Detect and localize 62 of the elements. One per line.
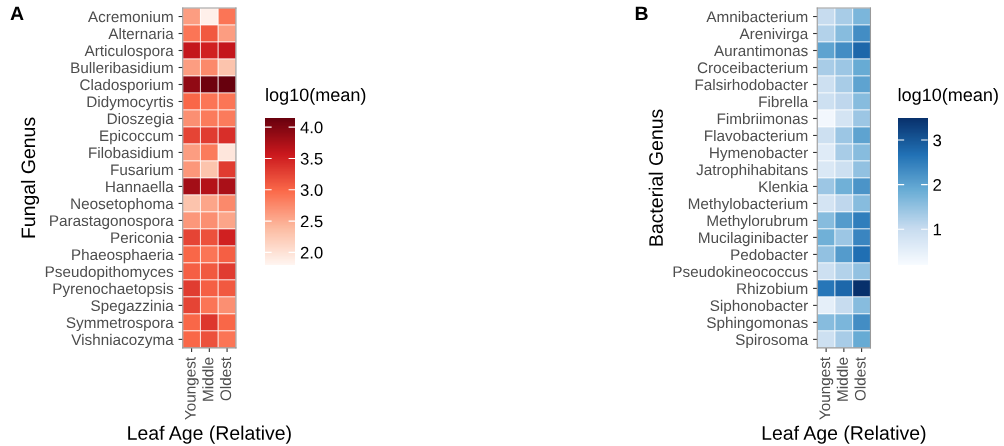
y-tick-label: Jatrophihabitans: [696, 163, 808, 179]
y-tick-label: Spirosoma: [735, 333, 809, 349]
y-tick-label: Acremonium: [87, 10, 173, 23]
color-bar-label: 1: [933, 223, 942, 236]
x-axis-title: Leaf Age (Relative): [762, 425, 926, 444]
color-bar-title: log10(mean): [898, 87, 998, 105]
color-bar-label: 3.5: [300, 152, 323, 165]
y-tick-label: Pyrenochaetopsis: [53, 282, 174, 298]
y-tick-label: Neosetophoma: [71, 197, 174, 213]
x-tick-label: Middle: [202, 357, 214, 401]
y-tick-label: Fimbriimonas: [717, 112, 808, 125]
color-bar-label: 2.0: [300, 246, 323, 259]
y-tick-label: Cladosporium: [80, 78, 173, 94]
y-tick-label: Fusarium: [111, 163, 173, 176]
x-axis-title: Leaf Age (Relative): [128, 425, 291, 444]
y-tick-label: Phaeosphaeria: [72, 248, 174, 264]
color-bar-label: 3.0: [300, 184, 323, 196]
text: A: [10, 6, 24, 21]
y-tick-label: Hannaella: [106, 180, 174, 193]
color-bar-title: log10(mean): [266, 87, 366, 105]
color-bar-label: 2.5: [300, 215, 323, 228]
y-tick-label: Croceibacterium: [697, 61, 808, 74]
y-tick-label: Sphingomonas: [707, 316, 808, 332]
x-tick-label: Oldest: [854, 357, 866, 401]
y-tick-label: Vishniacozyma: [71, 333, 174, 349]
y-tick-label: Pedobacter: [731, 248, 808, 261]
y-tick-label: Fibrella: [759, 95, 809, 108]
y-tick-label: Alternaria: [108, 27, 174, 40]
y-tick-label: Rhizobium: [737, 282, 808, 295]
color-bar-label: 4.0: [300, 121, 323, 134]
x-tick-label: Oldest: [219, 357, 232, 401]
x-tick-label: Youngest: [819, 357, 834, 420]
y-tick-label: Hymenobacter: [710, 146, 808, 162]
y-tick-label: Articulospora: [84, 44, 174, 60]
y-tick-label: Symmetrospora: [66, 317, 174, 332]
y-axis-title: Bacterial Genus: [648, 109, 663, 246]
y-tick-label: Methylorubrum: [707, 214, 808, 230]
color-bar-label: 2: [933, 179, 941, 191]
text: B: [635, 6, 648, 21]
y-tick-label: Siphonobacter: [710, 299, 808, 315]
color-bar-label: 3: [933, 134, 942, 147]
y-tick-label: Pseudopithomyces: [45, 265, 174, 281]
y-tick-label: Methylobacterium: [688, 197, 808, 213]
y-tick-label: Mucilaginibacter: [699, 231, 808, 247]
y-tick-label: Flavobacterium: [705, 129, 808, 142]
y-tick-label: Periconia: [111, 231, 174, 244]
y-tick-label: Spegazzinia: [91, 299, 174, 315]
y-tick-label: Klenkia: [759, 180, 809, 193]
y-tick-label: Aurantimonas: [714, 44, 808, 57]
y-tick-label: Dioszegia: [107, 112, 174, 128]
y-tick-label: Falsirhodobacter: [695, 78, 808, 91]
y-tick-label: Pseudokineococcus: [673, 265, 808, 278]
x-tick-label: Middle: [836, 357, 848, 401]
y-tick-label: Filobasidium: [89, 146, 173, 159]
y-tick-label: Bulleribasidium: [71, 61, 173, 74]
y-tick-label: Epicoccum: [100, 129, 173, 145]
y-axis-title: Fungal Genus: [20, 117, 40, 238]
y-tick-label: Amnibacterium: [706, 10, 808, 23]
y-tick-label: Parastagonospora: [50, 215, 174, 230]
y-tick-label: Arenivirga: [739, 27, 809, 43]
x-tick-label: Youngest: [185, 357, 199, 420]
y-tick-label: Didymocyrtis: [87, 95, 174, 111]
